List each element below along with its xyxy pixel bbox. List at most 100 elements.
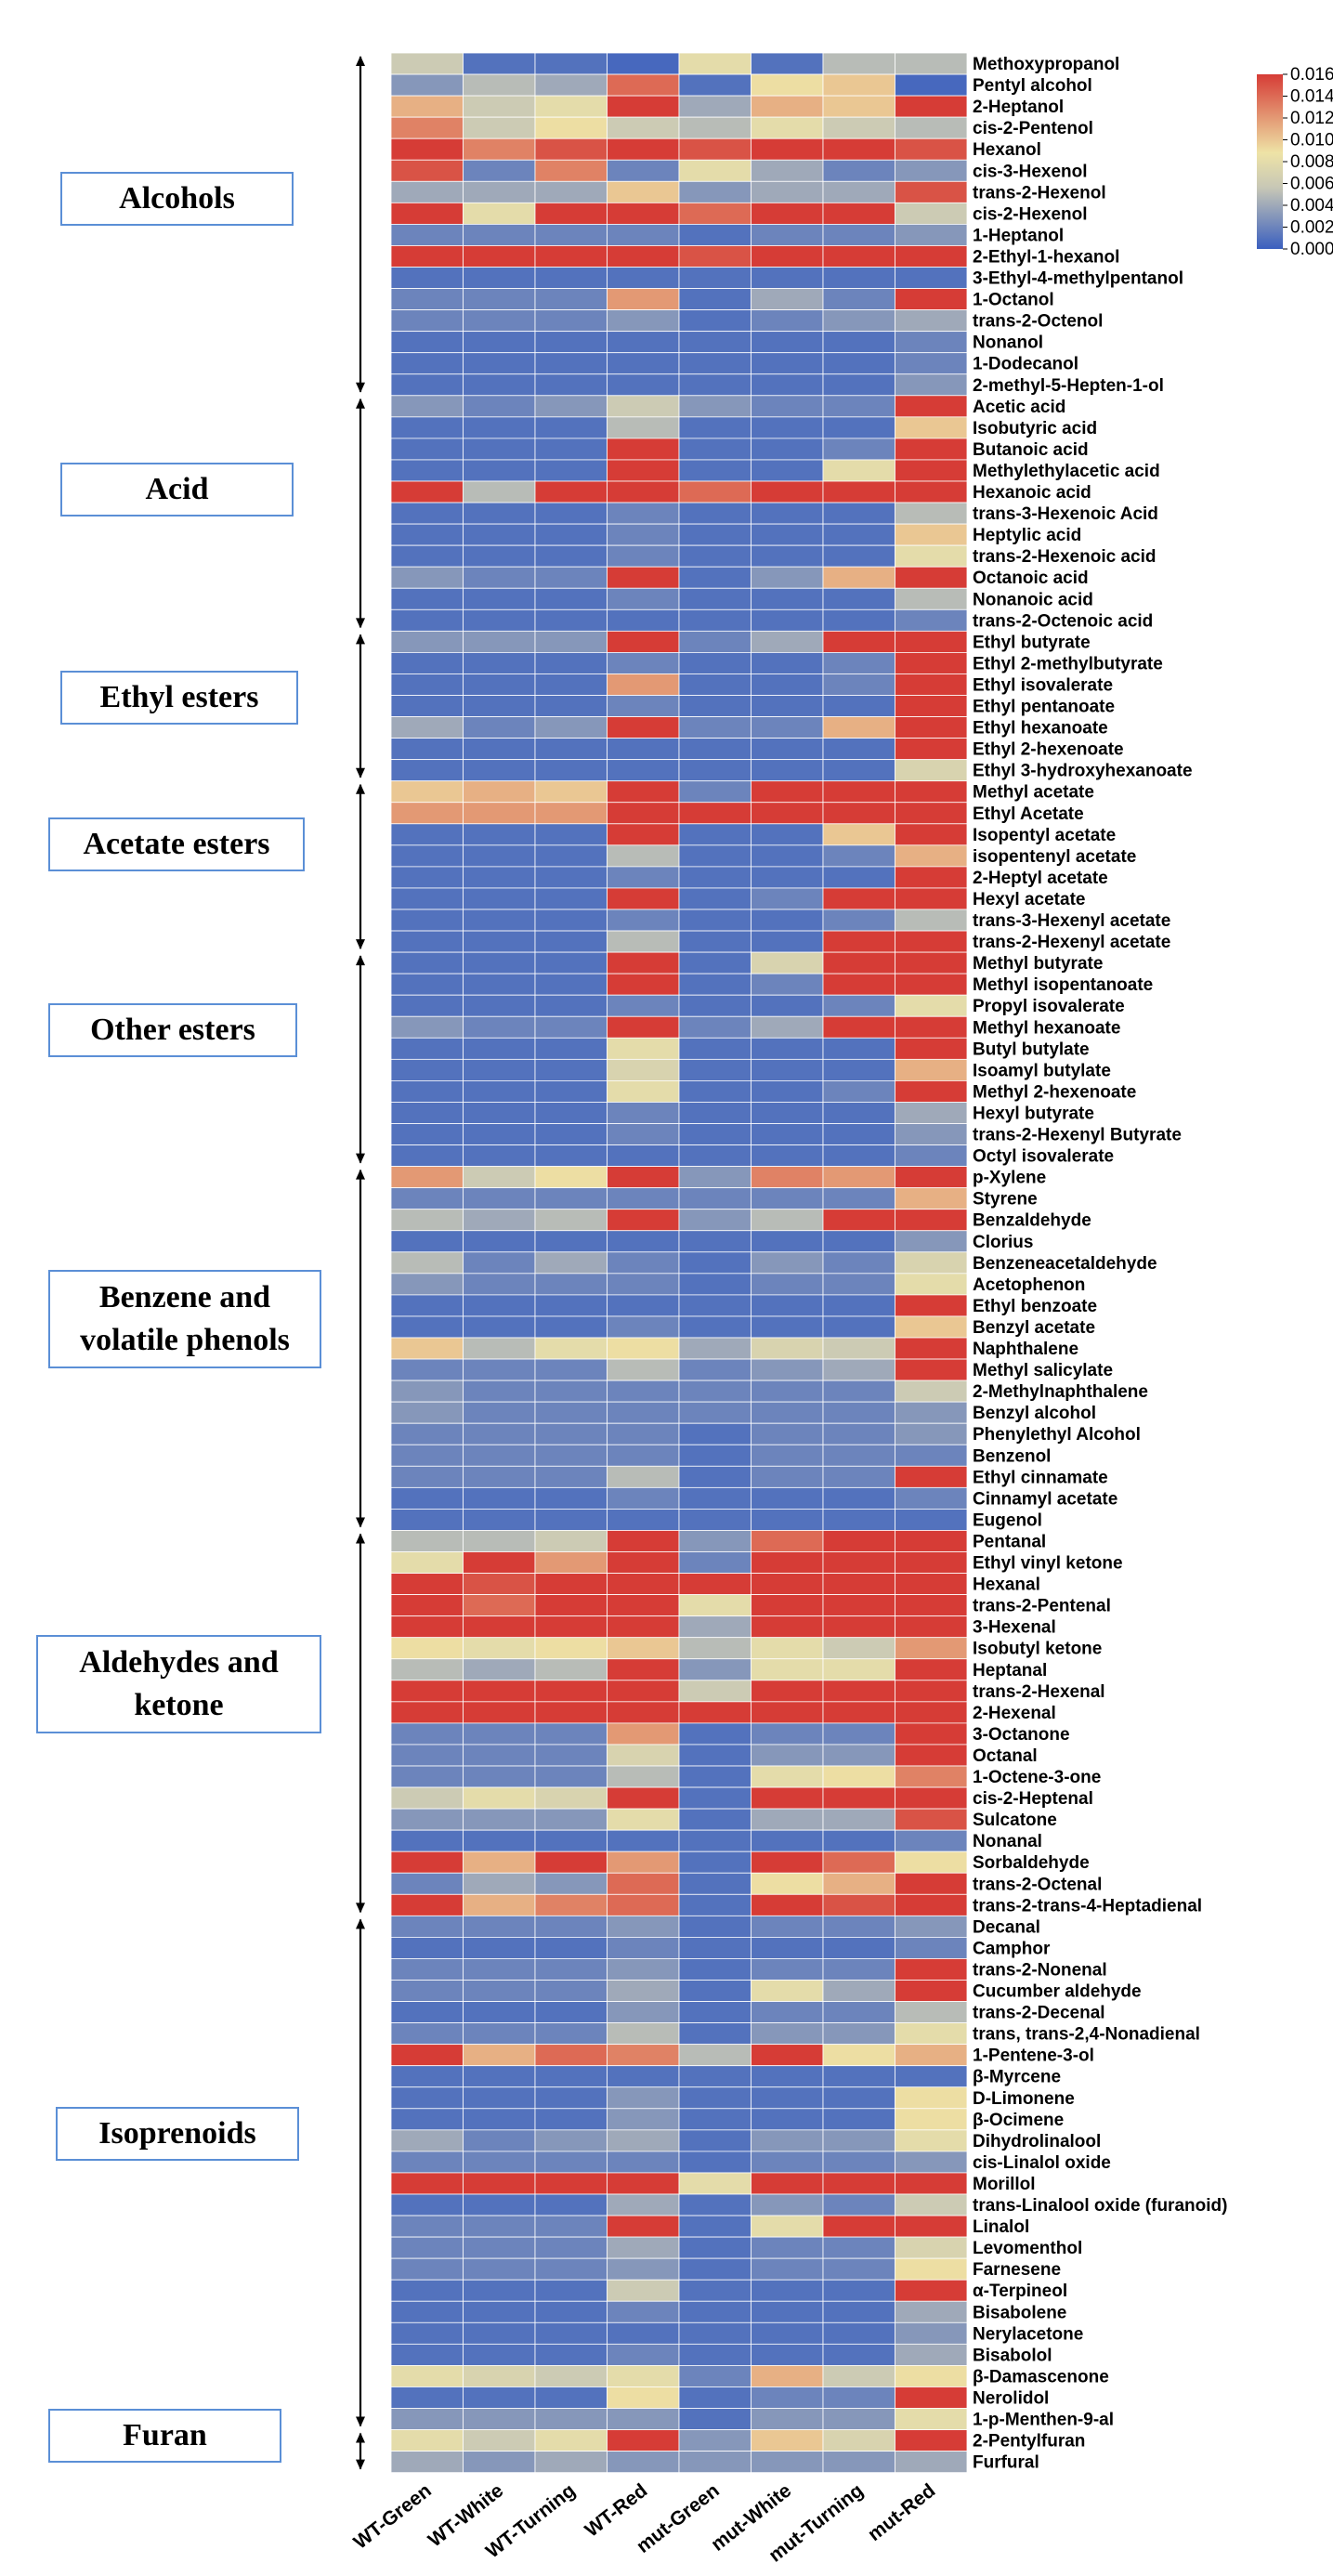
heatmap-cell xyxy=(534,288,608,310)
heatmap-cell xyxy=(822,1486,895,1510)
heatmap-cell xyxy=(607,95,680,118)
heatmap-cell xyxy=(534,267,608,289)
heatmap-cell xyxy=(463,909,536,932)
heatmap-cell xyxy=(534,52,608,75)
heatmap-cell xyxy=(822,137,895,161)
heatmap-cell xyxy=(678,2364,751,2387)
heatmap-cell xyxy=(534,1658,608,1681)
heatmap-cell xyxy=(390,1808,464,1831)
heatmap-cell xyxy=(895,695,968,717)
heatmap-cell xyxy=(390,523,464,546)
row-label: Ethyl cinnamate xyxy=(973,1468,1108,1487)
heatmap-cell xyxy=(895,1380,968,1403)
heatmap-cell xyxy=(463,2129,536,2152)
heatmap-cell xyxy=(751,1722,824,1746)
heatmap-cell xyxy=(751,1530,824,1552)
heatmap-cell xyxy=(534,1465,608,1488)
heatmap-cell xyxy=(534,2429,608,2452)
heatmap-cell xyxy=(678,1701,751,1724)
heatmap-cell xyxy=(390,1786,464,1810)
row-label: Acetophenon xyxy=(973,1275,1085,1295)
heatmap-cell xyxy=(390,1080,464,1103)
heatmap-cell xyxy=(534,1530,608,1552)
heatmap-cell xyxy=(678,866,751,889)
heatmap-cell xyxy=(895,1037,968,1060)
heatmap-cell xyxy=(678,1123,751,1145)
heatmap-cell xyxy=(463,1251,536,1275)
heatmap-cell xyxy=(607,137,680,161)
heatmap-cell xyxy=(751,1615,824,1639)
heatmap-cell xyxy=(463,1829,536,1852)
heatmap-cell xyxy=(390,1486,464,1510)
heatmap-cell xyxy=(678,223,751,246)
heatmap-cell xyxy=(534,2343,608,2366)
heatmap-cell xyxy=(822,1401,895,1424)
heatmap-cell xyxy=(678,759,751,782)
row-label: Propyl isovalerate xyxy=(973,997,1125,1016)
heatmap-cell xyxy=(390,1701,464,1724)
heatmap-cell xyxy=(390,1380,464,1403)
heatmap-cell xyxy=(822,1294,895,1317)
heatmap-cell xyxy=(822,2108,895,2131)
heatmap-cell xyxy=(390,608,464,632)
heatmap-cell xyxy=(895,1422,968,1445)
heatmap-cell xyxy=(463,1936,536,1959)
heatmap-cell xyxy=(751,1209,824,1232)
heatmap-cell xyxy=(607,416,680,439)
heatmap-cell xyxy=(607,1486,680,1510)
row-label: Ethyl Acetate xyxy=(973,804,1084,824)
heatmap-cell xyxy=(534,1573,608,1596)
heatmap-cell xyxy=(463,1058,536,1081)
heatmap-cell xyxy=(463,202,536,225)
heatmap-cell xyxy=(822,1380,895,1403)
heatmap-cell xyxy=(895,1015,968,1039)
group-label-line: Benzene and xyxy=(98,1280,271,1315)
group-brackets xyxy=(356,56,365,2470)
heatmap-cell xyxy=(751,1980,824,2002)
bracket-arrow-up xyxy=(356,955,365,966)
heatmap-cell xyxy=(678,502,751,525)
heatmap-cell xyxy=(390,180,464,203)
heatmap-cell xyxy=(607,1701,680,1724)
row-label: trans-2-Octenoic acid xyxy=(973,611,1153,631)
heatmap-cell xyxy=(751,652,824,674)
heatmap-cell xyxy=(390,1551,464,1574)
heatmap-cell xyxy=(607,438,680,461)
group-label: Acid xyxy=(60,463,294,517)
heatmap-cell xyxy=(390,1530,464,1552)
row-label: 1-Heptanol xyxy=(973,226,1064,245)
heatmap-cell xyxy=(534,159,608,182)
heatmap-cell xyxy=(678,1509,751,1531)
heatmap-cell xyxy=(607,823,680,846)
heatmap-cell xyxy=(822,1829,895,1852)
heatmap-cell xyxy=(751,1337,824,1360)
heatmap-cell xyxy=(895,373,968,397)
bracket-arrow-down xyxy=(356,1903,365,1914)
heatmap-cell xyxy=(895,1509,968,1531)
heatmap-cell xyxy=(607,2129,680,2152)
heatmap-cell xyxy=(390,652,464,674)
heatmap-cell xyxy=(390,1509,464,1531)
heatmap-cell xyxy=(463,2108,536,2131)
heatmap-cell xyxy=(607,2279,680,2302)
heatmap-cell xyxy=(390,2172,464,2195)
heatmap-cell xyxy=(678,1037,751,1060)
heatmap-cell xyxy=(678,352,751,375)
heatmap-cell xyxy=(822,608,895,632)
heatmap-cell xyxy=(895,267,968,289)
heatmap-cell xyxy=(822,2451,895,2474)
heatmap-cell xyxy=(895,1080,968,1103)
heatmap-cell xyxy=(895,1465,968,1488)
heatmap-cell xyxy=(390,1187,464,1210)
heatmap-cell xyxy=(463,1786,536,1810)
heatmap-cell xyxy=(895,2236,968,2259)
heatmap-cell xyxy=(895,1551,968,1574)
row-label: trans-2-Hexenal xyxy=(973,1682,1105,1702)
heatmap-cell xyxy=(895,1980,968,2002)
heatmap-cell xyxy=(534,1401,608,1424)
row-label: Benzyl alcohol xyxy=(973,1404,1096,1423)
heatmap-cell xyxy=(751,780,824,804)
heatmap-cell xyxy=(390,1123,464,1145)
heatmap-cell xyxy=(822,2172,895,2195)
